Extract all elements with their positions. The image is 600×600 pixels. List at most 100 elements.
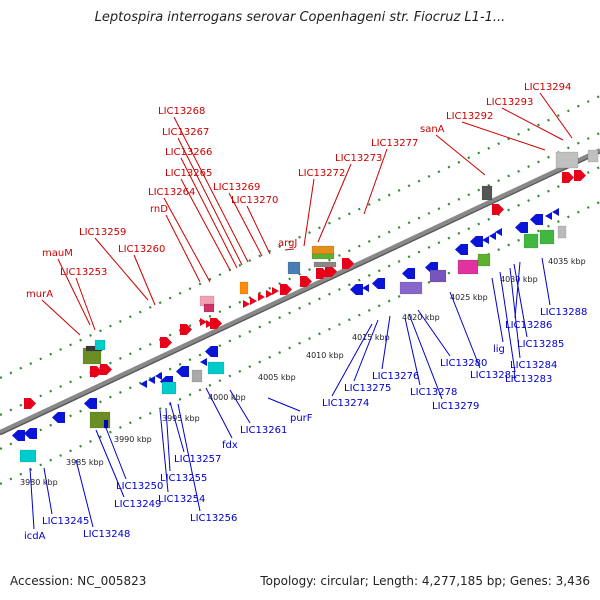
gene-box (103, 419, 109, 429)
scale-label: 3985 kbp (66, 458, 104, 467)
leader-line (514, 261, 521, 319)
gene-label-lic13293: LIC13293 (486, 97, 533, 108)
gene-label-lic13257: LIC13257 (174, 454, 221, 465)
forward-gene-labels: murA LIC13253 mauM LIC13259 LIC13260 rnD LIC13… (26, 82, 573, 336)
gene-box (557, 225, 567, 239)
leader-line (165, 214, 201, 283)
reverse-gene-labels: icdALIC13245LIC13248LIC13249LIC13250LIC1… (24, 257, 587, 542)
accession-text: Accession: NC_005823 (10, 574, 147, 588)
gene-arrow (372, 278, 385, 289)
leader-line (499, 271, 516, 373)
leader-line (105, 427, 127, 480)
gene-arrow (552, 208, 559, 216)
gene-box (313, 261, 337, 268)
gene-arrow (272, 287, 279, 295)
gene-box (477, 253, 491, 267)
gene-arrow (24, 398, 36, 409)
leader-line (513, 263, 528, 338)
dotted-line (0, 201, 600, 485)
gene-label-lic13292: LIC13292 (446, 111, 493, 122)
gene-arrow (140, 380, 147, 388)
dotted-line (0, 166, 600, 450)
gene-label-rnd: rnD (150, 204, 168, 215)
gene-label-lic13266: LIC13266 (165, 147, 212, 158)
gene-arrow (200, 358, 207, 366)
gene-arrow (350, 284, 363, 295)
leader-line (435, 134, 486, 176)
gene-arrow (12, 430, 25, 441)
gene-arrow (266, 290, 273, 298)
gene-arrow (515, 222, 528, 233)
gene-arrow (455, 244, 468, 255)
map-title: Leptospira interrogans serovar Copenhage… (94, 10, 506, 25)
leader-line (177, 403, 201, 512)
gene-box (311, 253, 335, 260)
gene-arrow (243, 300, 250, 308)
gene-label-lic13259: LIC13259 (79, 227, 126, 238)
leader-line (229, 389, 251, 424)
gene-features (12, 149, 599, 463)
gene-box (311, 245, 335, 255)
leader-line (133, 254, 156, 306)
gene-arrow (200, 318, 207, 326)
gene-box (457, 259, 479, 275)
gene-arrow (94, 370, 101, 378)
leader-line (461, 121, 546, 151)
backbone-line (0, 148, 600, 434)
gene-label-lic13274: LIC13274 (322, 398, 369, 409)
leader-line (541, 257, 551, 306)
leader-line (57, 258, 91, 326)
gene-box (19, 449, 37, 463)
scale-label: 4010 kbp (306, 351, 344, 360)
gene-label-lig: lig (493, 344, 505, 355)
scale-label: 4000 kbp (208, 393, 246, 402)
gene-arrow (482, 236, 489, 244)
gene-arrow (52, 412, 65, 423)
gene-arrow (342, 258, 354, 269)
gene-box (429, 269, 447, 283)
leader-line (43, 467, 53, 515)
gene-label-mura: murA (26, 289, 53, 300)
gene-arrow (180, 324, 192, 335)
gene-arrow (206, 320, 213, 328)
gene-label-lic13254: LIC13254 (158, 494, 205, 505)
gene-arrow (574, 170, 586, 181)
gene-label-sana: sanA (420, 124, 445, 135)
gene-arrow (325, 266, 337, 277)
gene-arrow (205, 346, 218, 357)
gene-box (587, 149, 599, 163)
gene-arrow (495, 228, 502, 236)
gene-arrow (176, 366, 189, 377)
gene-label-lic13285: LIC13285 (517, 339, 564, 350)
leader-line (491, 277, 504, 343)
gene-box (539, 229, 555, 245)
gene-box (523, 233, 539, 249)
scale-label: 4020 kbp (402, 313, 440, 322)
gene-label-lic13269: LIC13269 (213, 182, 260, 193)
gene-label-fdx: fdx (222, 440, 238, 451)
gene-box (191, 369, 203, 383)
leader-line (417, 309, 451, 357)
leader-line (539, 92, 573, 139)
gene-label-lic13255: LIC13255 (160, 473, 207, 484)
leader-line (159, 409, 169, 493)
leader-line (284, 248, 295, 251)
gene-arrow (362, 284, 369, 292)
gene-box (481, 185, 493, 201)
leader-line (331, 323, 373, 397)
gene-label-purf: purF (290, 413, 313, 424)
leader-line (317, 163, 352, 243)
gene-label-lic13283: LIC13283 (505, 374, 552, 385)
gene-arrow (250, 297, 257, 305)
gene-label-lic13294: LIC13294 (524, 82, 571, 93)
leader-line (95, 429, 125, 498)
gene-label-lic13277: LIC13277 (371, 138, 418, 149)
gene-arrow (530, 214, 543, 225)
gene-label-lic13288: LIC13288 (540, 307, 587, 318)
gene-arrow (24, 428, 37, 439)
leader-line (75, 459, 94, 528)
gene-label-lic13248: LIC13248 (83, 529, 130, 540)
leader-line (165, 407, 171, 472)
gene-box (94, 339, 106, 351)
gene-box (399, 281, 423, 295)
